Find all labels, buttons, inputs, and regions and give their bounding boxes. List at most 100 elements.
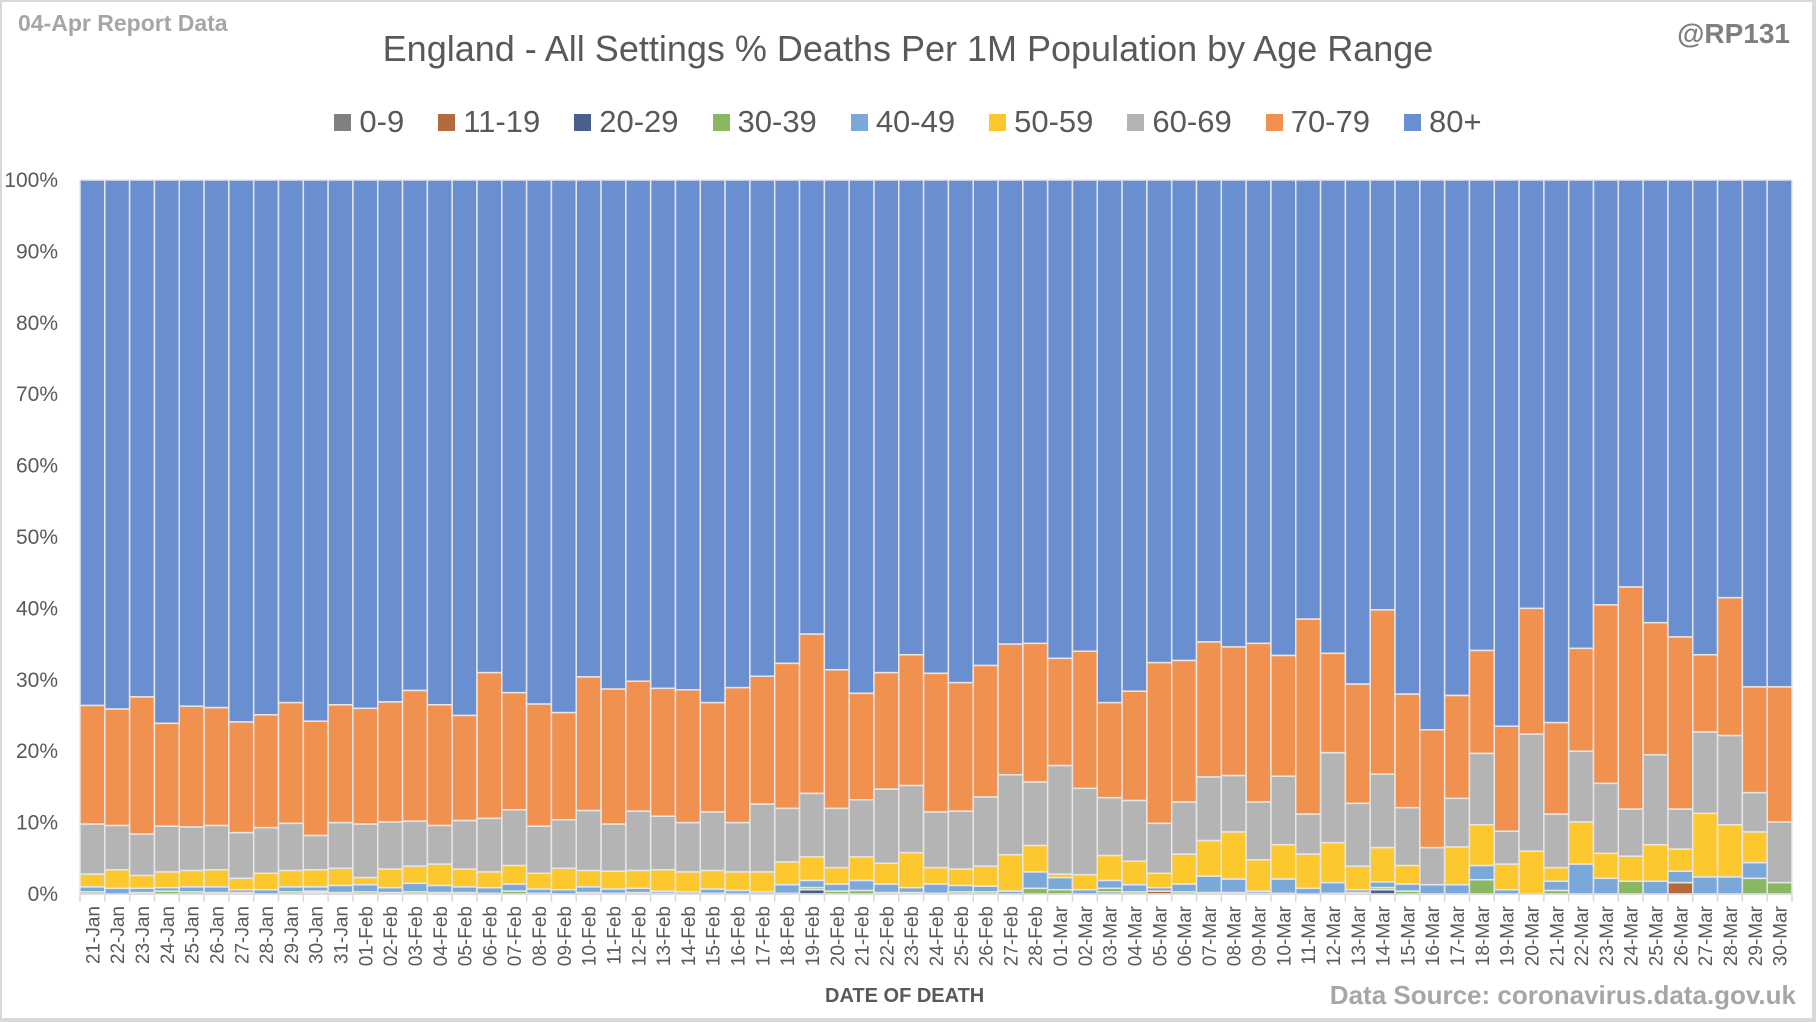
bar-segment-70-79: [476, 671, 503, 820]
x-tick-label: 15-Feb: [704, 906, 725, 966]
bar-segment-60-69: [1468, 752, 1496, 826]
bar-segment-80plus: [848, 179, 875, 695]
bar-segment-50-59: [1319, 841, 1347, 884]
bar-segment-60-69: [79, 823, 106, 875]
bar-stack: [352, 179, 379, 895]
bar-segment-40-49: [1419, 883, 1446, 895]
bar-segment-40-49: [823, 883, 850, 892]
bar-segment-40-49: [401, 882, 429, 893]
bar-segment-80plus: [153, 179, 180, 725]
bar-segment-70-79: [922, 672, 950, 813]
bar-segment-60-69: [848, 799, 875, 858]
x-tick-label: 07-Mar: [1200, 905, 1221, 966]
x-tick-label: 23-Mar: [1597, 905, 1618, 966]
bar-segment-80plus: [873, 179, 900, 674]
bar-stack: [104, 179, 131, 895]
bar-segment-80plus: [1667, 179, 1694, 638]
bar-segment-50-59: [451, 868, 478, 888]
bar-segment-60-69: [873, 788, 900, 865]
bar-segment-50-59: [1245, 858, 1272, 892]
bar-segment-50-59: [104, 868, 131, 890]
bar-segment-80plus: [1592, 179, 1620, 606]
bar-segment-70-79: [277, 701, 305, 825]
bar-segment-80plus: [1493, 179, 1520, 727]
bar-segment-70-79: [1567, 647, 1595, 752]
bar-segment-70-79: [1543, 721, 1570, 815]
bar-segment-60-69: [699, 811, 726, 872]
bar-segment-40-49: [426, 884, 453, 894]
bar-segment-50-59: [352, 876, 379, 886]
bar-segment-40-49: [1443, 883, 1471, 895]
x-tick-label: 01-Feb: [356, 906, 377, 966]
bar-stack: [1716, 179, 1744, 895]
x-tick-label: 31-Jan: [332, 906, 353, 964]
x-tick-label: 27-Mar: [1696, 905, 1717, 966]
x-tick-label: 24-Mar: [1622, 905, 1643, 966]
bar-segment-40-49: [1369, 881, 1396, 889]
bar-segment-60-69: [1443, 797, 1471, 848]
bar-stack: [451, 179, 478, 895]
bar-segment-70-79: [1394, 693, 1421, 809]
bar-stack: [1493, 179, 1520, 895]
bar-stack: [873, 179, 900, 895]
bar-segment-70-79: [1642, 621, 1669, 756]
bar-segment-70-79: [104, 708, 131, 827]
bar-segment-80plus: [1766, 179, 1793, 688]
x-tick-label: 21-Feb: [853, 906, 874, 966]
bar-stack: [426, 179, 453, 895]
bar-segment-80plus: [1270, 179, 1297, 657]
bar-segment-40-49: [1667, 870, 1694, 884]
bar-segment-50-59: [476, 871, 503, 889]
bar-segment-60-69: [724, 821, 751, 873]
bar-segment-70-79: [1071, 650, 1099, 790]
bar-segment-50-59: [972, 865, 999, 887]
bar-segment-40-49: [1592, 877, 1620, 895]
bar-segment-70-79: [699, 701, 726, 813]
bar-stack: [525, 179, 553, 895]
bar-segment-70-79: [1369, 609, 1396, 775]
x-tick-label: 13-Feb: [654, 906, 675, 966]
bar-segment-40-49: [1319, 881, 1347, 895]
bar-segment-80plus: [426, 179, 453, 706]
bar-segment-80plus: [922, 179, 950, 675]
bar-segment-80plus: [1121, 179, 1148, 692]
bar-segment-50-59: [649, 868, 677, 892]
x-tick-label: 06-Mar: [1175, 905, 1196, 966]
bar-segment-70-79: [79, 704, 106, 825]
bar-segment-80plus: [947, 179, 974, 684]
legend-swatch: [712, 113, 730, 131]
x-tick-label: 01-Mar: [1051, 905, 1072, 966]
bar-segment-70-79: [1493, 725, 1520, 832]
x-tick-label: 14-Mar: [1374, 905, 1395, 966]
bar-segment-80plus: [79, 179, 106, 707]
bar-segment-80plus: [376, 179, 404, 703]
bar-segment-50-59: [848, 856, 875, 882]
bar-segment-80plus: [327, 179, 354, 706]
bar-segment-50-59: [1692, 812, 1719, 878]
bar-stack: [302, 179, 329, 895]
x-tick-label: 29-Mar: [1746, 905, 1767, 966]
bar-segment-70-79: [1046, 657, 1074, 767]
bar-segment-60-69: [1716, 734, 1744, 826]
bar-segment-60-69: [674, 821, 702, 873]
bar-segment-60-69: [1543, 813, 1570, 869]
bar-segment-60-69: [1394, 806, 1421, 867]
bar-stack: [1170, 179, 1198, 895]
y-tick-label: 90%: [16, 240, 58, 263]
bar-stack: [1319, 179, 1347, 895]
bar-stack: [1071, 179, 1099, 895]
bar-segment-70-79: [1766, 686, 1793, 823]
bar-segment-50-59: [302, 868, 329, 888]
bar-segment-70-79: [153, 722, 180, 827]
bar-segment-40-49: [922, 883, 950, 895]
bar-segment-60-69: [1295, 813, 1322, 855]
bar-segment-40-49: [1543, 880, 1570, 892]
bar-segment-70-79: [501, 691, 528, 811]
bar-segment-60-69: [376, 821, 404, 870]
bar-segment-60-69: [178, 826, 205, 872]
bar-segment-50-59: [203, 868, 230, 888]
bar-segment-40-49: [1295, 887, 1322, 895]
bar-segment-40-49: [203, 886, 230, 894]
bar-segment-80plus: [451, 179, 478, 717]
